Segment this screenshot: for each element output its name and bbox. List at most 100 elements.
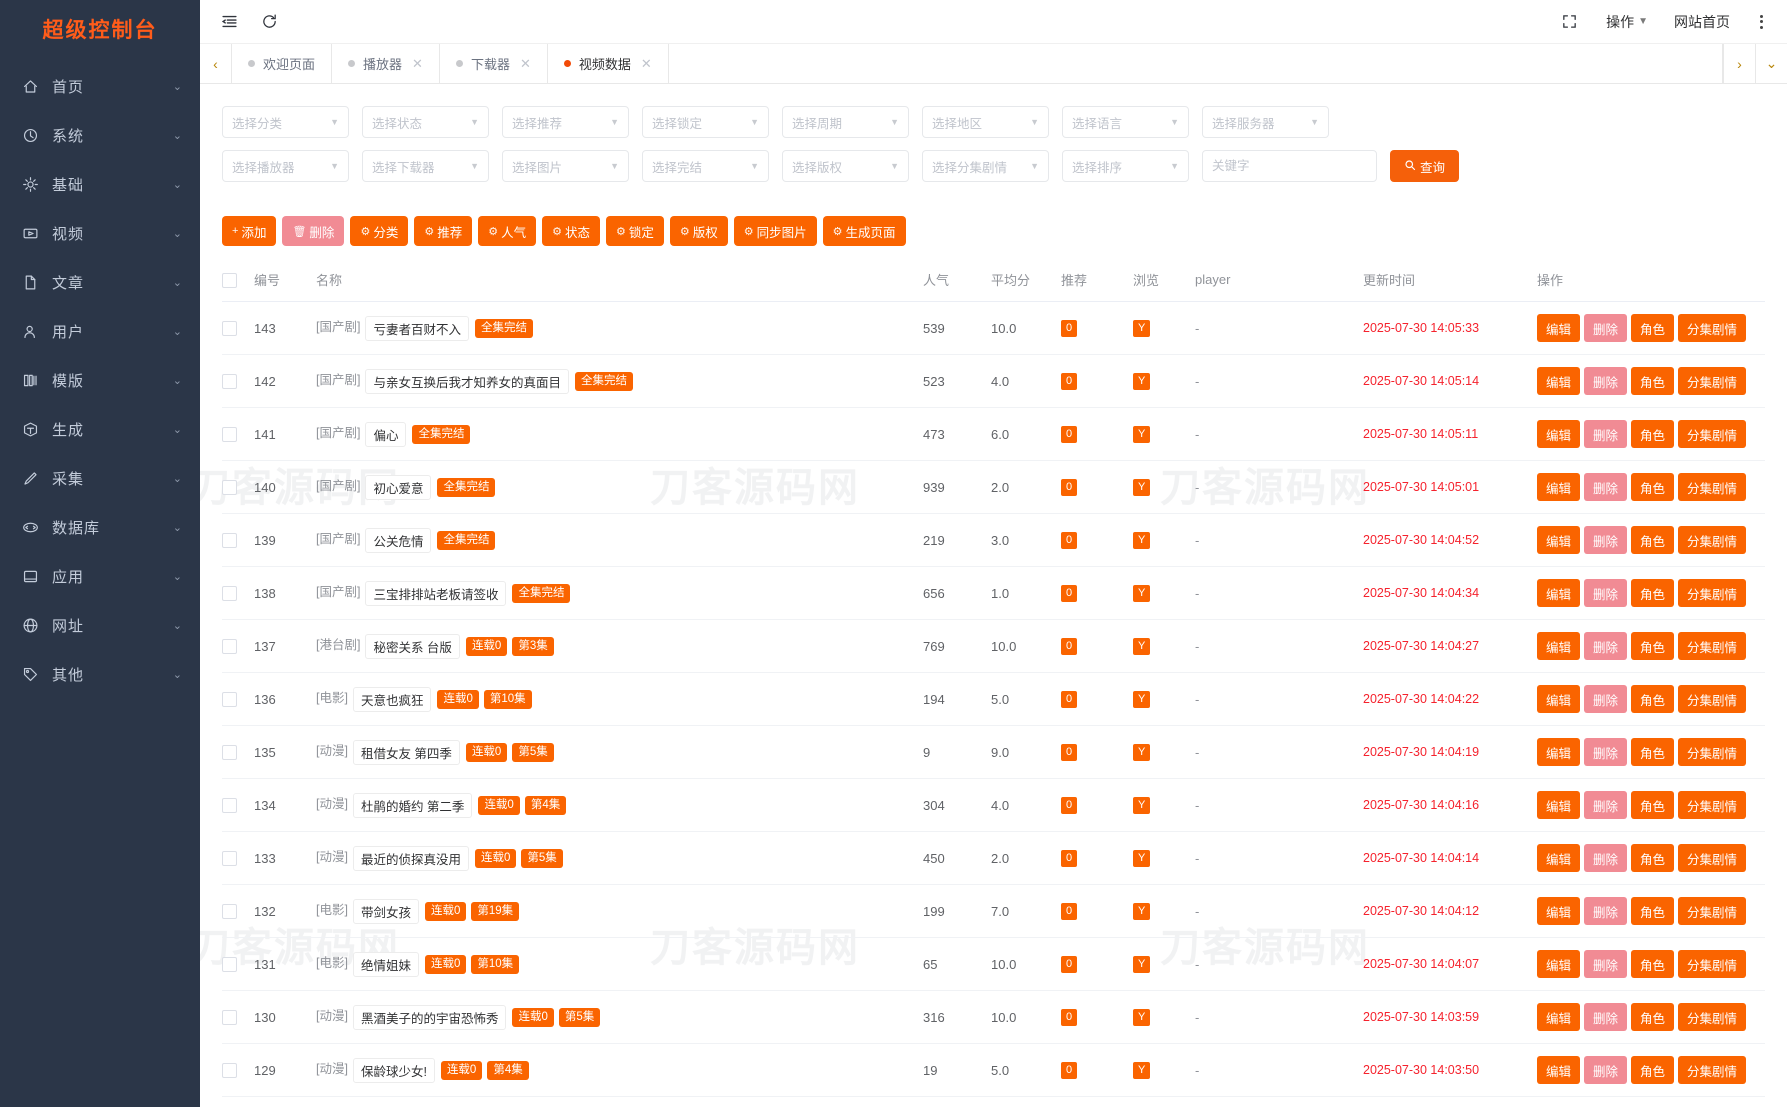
row-view-badge[interactable]: Y: [1133, 1062, 1151, 1079]
row-checkbox[interactable]: [222, 586, 237, 602]
row-view-badge[interactable]: Y: [1133, 426, 1151, 443]
tabs-dropdown-icon[interactable]: ⌄: [1755, 44, 1787, 83]
row-rec-badge[interactable]: 0: [1061, 320, 1078, 337]
fullscreen-icon[interactable]: [1558, 11, 1580, 33]
filter-select-1[interactable]: 选择状态 ▼: [362, 106, 489, 138]
action-button-3[interactable]: ⚙ 推荐: [414, 216, 473, 246]
row-checkbox[interactable]: [222, 798, 237, 814]
row-action-2[interactable]: 角色: [1631, 1056, 1675, 1084]
row-view-badge[interactable]: Y: [1133, 1009, 1151, 1026]
row-action-1[interactable]: 删除: [1584, 526, 1628, 554]
table-row[interactable]: 138 [国产剧] 三宝排排站老板请签收 全集完结 656 1.0 0 Y -2025-07-3…: [222, 566, 1765, 620]
table-row[interactable]: 128[动漫]人妻之唇烧酒之味连载0第5集3254.00Y-2025-07-30…: [222, 1096, 1765, 1107]
table-row[interactable]: 131 [电影] 绝情姐妹 连载0 第10集 65 10.0 0 Y -2025-07-30 14…: [222, 937, 1765, 991]
row-checkbox[interactable]: [222, 1063, 237, 1079]
row-action-2[interactable]: 角色: [1631, 844, 1675, 872]
row-action-3[interactable]: 分集剧情: [1678, 367, 1747, 395]
close-icon[interactable]: ✕: [519, 55, 531, 71]
row-action-2[interactable]: 角色: [1631, 738, 1675, 766]
row-action-0[interactable]: 编辑: [1537, 526, 1581, 554]
tab-1[interactable]: 播放器 ✕: [332, 44, 440, 83]
row-action-3[interactable]: 分集剧情: [1678, 632, 1747, 660]
row-rec-badge[interactable]: 0: [1061, 850, 1078, 867]
row-action-1[interactable]: 删除: [1584, 791, 1628, 819]
filter-select-b6[interactable]: 选择排序 ▼: [1062, 150, 1189, 182]
row-action-0[interactable]: 编辑: [1537, 367, 1581, 395]
action-button-0[interactable]: + 添加: [222, 216, 277, 246]
filter-select-b3[interactable]: 选择完结 ▼: [642, 150, 769, 182]
row-checkbox[interactable]: [222, 904, 237, 920]
sidebar-item-11[interactable]: 网址 ⌄: [0, 601, 200, 650]
row-action-0[interactable]: 编辑: [1537, 1056, 1581, 1084]
action-button-5[interactable]: ⚙ 状态: [542, 216, 600, 246]
sidebar-item-7[interactable]: 生成 ⌄: [0, 405, 200, 454]
sidebar-item-5[interactable]: 用户 ⌄: [0, 307, 200, 356]
row-action-3[interactable]: 分集剧情: [1678, 314, 1747, 342]
row-title[interactable]: 黑酒美子的的宇宙恐怖秀: [352, 1004, 507, 1030]
table-row[interactable]: 139 [国产剧] 公关危情 全集完结 219 3.0 0 Y -2025-07-30 14:0…: [222, 513, 1765, 567]
site-home-link[interactable]: 网站首页: [1674, 13, 1730, 30]
row-title[interactable]: 与亲女互换后我才知养女的真面目: [365, 368, 569, 394]
refresh-icon[interactable]: [258, 11, 280, 33]
row-action-3[interactable]: 分集剧情: [1678, 579, 1747, 607]
row-action-2[interactable]: 角色: [1631, 314, 1675, 342]
row-rec-badge[interactable]: 0: [1061, 744, 1078, 761]
filter-select-4[interactable]: 选择周期 ▼: [782, 106, 909, 138]
table-row[interactable]: 132 [电影] 带剑女孩 连载0 第19集 199 7.0 0 Y -2025-07-30 14…: [222, 884, 1765, 938]
table-row[interactable]: 141 [国产剧] 偏心 全集完结 473 6.0 0 Y -2025-07-30 14:05:…: [222, 407, 1765, 461]
close-icon[interactable]: ✕: [412, 55, 423, 71]
row-action-0[interactable]: 编辑: [1537, 314, 1581, 342]
row-action-3[interactable]: 分集剧情: [1678, 420, 1747, 448]
row-rec-badge[interactable]: 0: [1061, 691, 1078, 708]
row-rec-badge[interactable]: 0: [1061, 426, 1078, 443]
row-action-0[interactable]: 编辑: [1537, 420, 1581, 448]
tab-2[interactable]: 下载器 ✕: [440, 44, 548, 83]
action-button-2[interactable]: ⚙ 分类: [350, 216, 409, 246]
row-action-2[interactable]: 角色: [1631, 526, 1675, 554]
select-all-checkbox[interactable]: [222, 272, 237, 288]
row-action-1[interactable]: 删除: [1584, 685, 1628, 713]
row-view-badge[interactable]: Y: [1133, 320, 1151, 337]
row-rec-badge[interactable]: 0: [1061, 479, 1078, 496]
row-action-1[interactable]: 删除: [1584, 897, 1628, 925]
close-icon[interactable]: ✕: [640, 55, 652, 71]
table-row[interactable]: 130 [动漫] 黑酒美子的的宇宙恐怖秀 连载0 第5集 316 10.0 0 Y -2025-0…: [222, 990, 1765, 1044]
row-action-1[interactable]: 删除: [1584, 844, 1628, 872]
tabs-scroll-right[interactable]: ›: [1723, 44, 1755, 83]
table-row[interactable]: 134 [动漫] 杜鹃的婚约 第二季 连载0 第4集 304 4.0 0 Y -2025-07-3…: [222, 778, 1765, 832]
row-action-2[interactable]: 角色: [1631, 632, 1675, 660]
table-row[interactable]: 136 [电影] 天意也疯狂 连载0 第10集 194 5.0 0 Y -2025-07-30 1…: [222, 672, 1765, 726]
sidebar-item-8[interactable]: 采集 ⌄: [0, 454, 200, 503]
row-action-1[interactable]: 删除: [1584, 420, 1628, 448]
row-action-1[interactable]: 删除: [1584, 1003, 1628, 1031]
table-row[interactable]: 140 [国产剧] 初心爱意 全集完结 939 2.0 0 Y -2025-07-30 14:0…: [222, 460, 1765, 514]
row-rec-badge[interactable]: 0: [1061, 1062, 1078, 1079]
table-row[interactable]: 133 [动漫] 最近的侦探真没用 连载0 第5集 450 2.0 0 Y -2025-07-30…: [222, 831, 1765, 885]
row-view-badge[interactable]: Y: [1133, 797, 1151, 814]
row-action-1[interactable]: 删除: [1584, 1056, 1628, 1084]
table-row[interactable]: 135 [动漫] 租借女友 第四季 连载0 第5集 9 9.0 0 Y -2025-07-30 1…: [222, 725, 1765, 779]
row-action-3[interactable]: 分集剧情: [1678, 844, 1747, 872]
row-action-0[interactable]: 编辑: [1537, 738, 1581, 766]
row-view-badge[interactable]: Y: [1133, 691, 1151, 708]
row-checkbox[interactable]: [222, 639, 237, 655]
row-view-badge[interactable]: Y: [1133, 850, 1151, 867]
filter-select-5[interactable]: 选择地区 ▼: [922, 106, 1049, 138]
sidebar-item-1[interactable]: 系统 ⌄: [0, 111, 200, 160]
row-action-0[interactable]: 编辑: [1537, 1003, 1581, 1031]
row-action-1[interactable]: 删除: [1584, 738, 1628, 766]
row-action-1[interactable]: 删除: [1584, 473, 1628, 501]
sidebar-item-2[interactable]: 基础 ⌄: [0, 160, 200, 209]
row-title[interactable]: 初心爱意: [365, 474, 432, 500]
row-title[interactable]: 三宝排排站老板请签收: [365, 580, 507, 606]
row-action-0[interactable]: 编辑: [1537, 579, 1581, 607]
row-checkbox[interactable]: [222, 851, 237, 867]
row-view-badge[interactable]: Y: [1133, 744, 1151, 761]
row-view-badge[interactable]: Y: [1133, 479, 1151, 496]
row-title[interactable]: 天意也疯狂: [352, 686, 432, 712]
row-title[interactable]: 秘密关系 台版: [365, 633, 460, 659]
action-button-8[interactable]: ⚙ 同步图片: [733, 216, 817, 246]
sidebar-item-0[interactable]: 首页 ⌄: [0, 62, 200, 111]
row-view-badge[interactable]: Y: [1133, 903, 1151, 920]
row-action-3[interactable]: 分集剧情: [1678, 1003, 1747, 1031]
